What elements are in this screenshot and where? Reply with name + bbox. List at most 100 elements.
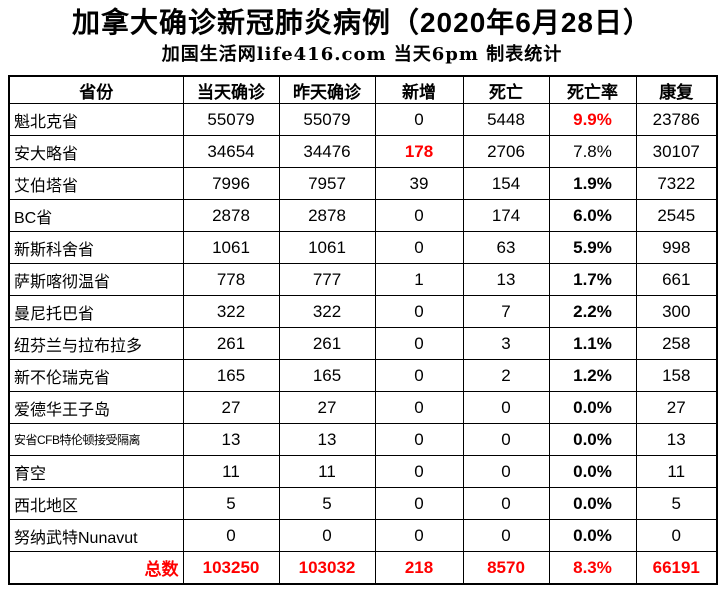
table-total-row: 总数 103250 103032 218 8570 8.3% 66191 — [8, 551, 718, 585]
cell-today: 261 — [182, 327, 280, 360]
cell-recovered: 13 — [635, 423, 718, 456]
cell-rate: 0.0% — [548, 487, 637, 520]
cell-rate: 1.2% — [548, 359, 637, 392]
table-row: 育空 11 11 0 0 0.0% 11 — [8, 455, 718, 488]
cell-province: 魁北克省 — [8, 103, 184, 136]
cell-recovered: 5 — [635, 487, 718, 520]
cell-province: BC省 — [8, 199, 184, 232]
cell-yesterday: 5 — [278, 487, 376, 520]
cell-deaths: 174 — [462, 199, 550, 232]
covid-stats-table: 省份 当天确诊 昨天确诊 新增 死亡 死亡率 康复 魁北克省 55079 55079 0 5448 9… — [8, 75, 718, 585]
cell-deaths: 0 — [462, 391, 550, 424]
table-row: 努纳武特Nunavut 0 0 0 0 0.0% 0 — [8, 519, 718, 552]
cell-deaths: 2706 — [462, 135, 550, 168]
cell-added: 39 — [374, 167, 464, 200]
cell-added: 178 — [374, 135, 464, 168]
cell-today: 55079 — [182, 103, 280, 136]
cell-added: 0 — [374, 327, 464, 360]
cell-today: 13 — [182, 423, 280, 456]
cell-rate: 2.2% — [548, 295, 637, 328]
table-row: 魁北克省 55079 55079 0 5448 9.9% 23786 — [8, 103, 718, 136]
cell-province: 爱德华王子岛 — [8, 391, 184, 424]
table-body: 魁北克省 55079 55079 0 5448 9.9% 23786 安大略省 34654 344… — [8, 103, 718, 585]
cell-added: 0 — [374, 487, 464, 520]
cell-added: 0 — [374, 455, 464, 488]
table-row: 新斯科舍省 1061 1061 0 63 5.9% 998 — [8, 231, 718, 264]
table-row: 西北地区 5 5 0 0 0.0% 5 — [8, 487, 718, 520]
cell-rate: 0.0% — [548, 391, 637, 424]
cell-rate: 1.7% — [548, 263, 637, 296]
cell-province: 西北地区 — [8, 487, 184, 520]
cell-rate: 1.9% — [548, 167, 637, 200]
page-title: 加拿大确诊新冠肺炎病例（2020年6月28日） — [71, 7, 652, 38]
cell-province: 新斯科舍省 — [8, 231, 184, 264]
cell-recovered: 998 — [635, 231, 718, 264]
cell-yesterday: 777 — [278, 263, 376, 296]
cell-deaths: 7 — [462, 295, 550, 328]
cell-added: 1 — [374, 263, 464, 296]
total-recovered: 66191 — [635, 551, 718, 585]
cell-province: 艾伯塔省 — [8, 167, 184, 200]
cell-recovered: 11 — [635, 455, 718, 488]
cell-deaths: 2 — [462, 359, 550, 392]
cell-province: 纽芬兰与拉布拉多 — [8, 327, 184, 360]
cell-rate: 6.0% — [548, 199, 637, 232]
cell-yesterday: 7957 — [278, 167, 376, 200]
cell-yesterday: 55079 — [278, 103, 376, 136]
cell-deaths: 154 — [462, 167, 550, 200]
cell-yesterday: 165 — [278, 359, 376, 392]
cell-recovered: 2545 — [635, 199, 718, 232]
cell-recovered: 0 — [635, 519, 718, 552]
cell-added: 0 — [374, 519, 464, 552]
cell-province: 曼尼托巴省 — [8, 295, 184, 328]
column-header-recovered: 康复 — [635, 75, 718, 104]
cell-today: 5 — [182, 487, 280, 520]
cell-today: 165 — [182, 359, 280, 392]
cell-added: 0 — [374, 423, 464, 456]
cell-added: 0 — [374, 359, 464, 392]
cell-deaths: 0 — [462, 455, 550, 488]
cell-today: 2878 — [182, 199, 280, 232]
total-yesterday: 103032 — [278, 551, 376, 585]
cell-today: 11 — [182, 455, 280, 488]
cell-rate: 5.9% — [548, 231, 637, 264]
cell-recovered: 258 — [635, 327, 718, 360]
cell-added: 0 — [374, 103, 464, 136]
table-row: 新不伦瑞克省 165 165 0 2 1.2% 158 — [8, 359, 718, 392]
table-row: 爱德华王子岛 27 27 0 0 0.0% 27 — [8, 391, 718, 424]
cell-yesterday: 2878 — [278, 199, 376, 232]
cell-yesterday: 27 — [278, 391, 376, 424]
cell-province: 安省CFB特伦顿接受隔离 — [8, 423, 184, 456]
cell-province: 新不伦瑞克省 — [8, 359, 184, 392]
total-rate: 8.3% — [548, 551, 637, 585]
cell-deaths: 13 — [462, 263, 550, 296]
table-header-row: 省份 当天确诊 昨天确诊 新增 死亡 死亡率 康复 — [8, 75, 718, 104]
total-added: 218 — [374, 551, 464, 585]
column-header-added: 新增 — [374, 75, 464, 104]
cell-recovered: 23786 — [635, 103, 718, 136]
cell-yesterday: 1061 — [278, 231, 376, 264]
cell-deaths: 0 — [462, 487, 550, 520]
cell-yesterday: 13 — [278, 423, 376, 456]
cell-today: 34654 — [182, 135, 280, 168]
cell-rate: 0.0% — [548, 455, 637, 488]
cell-added: 0 — [374, 231, 464, 264]
cell-province: 努纳武特Nunavut — [8, 519, 184, 552]
cell-rate: 7.8% — [548, 135, 637, 168]
table-row: 曼尼托巴省 322 322 0 7 2.2% 300 — [8, 295, 718, 328]
cell-rate: 0.0% — [548, 519, 637, 552]
table-row: 纽芬兰与拉布拉多 261 261 0 3 1.1% 258 — [8, 327, 718, 360]
table-row: 萨斯喀彻温省 778 777 1 13 1.7% 661 — [8, 263, 718, 296]
cell-yesterday: 34476 — [278, 135, 376, 168]
cell-deaths: 0 — [462, 423, 550, 456]
cell-province: 安大略省 — [8, 135, 184, 168]
cell-today: 322 — [182, 295, 280, 328]
cell-added: 0 — [374, 199, 464, 232]
cell-recovered: 30107 — [635, 135, 718, 168]
total-today: 103250 — [182, 551, 280, 585]
column-header-rate: 死亡率 — [548, 75, 637, 104]
table-row: 艾伯塔省 7996 7957 39 154 1.9% 7322 — [8, 167, 718, 200]
page: 加拿大确诊新冠肺炎病例（2020年6月28日） 加国生活网life416.com… — [0, 6, 724, 585]
cell-yesterday: 261 — [278, 327, 376, 360]
total-deaths: 8570 — [462, 551, 550, 585]
